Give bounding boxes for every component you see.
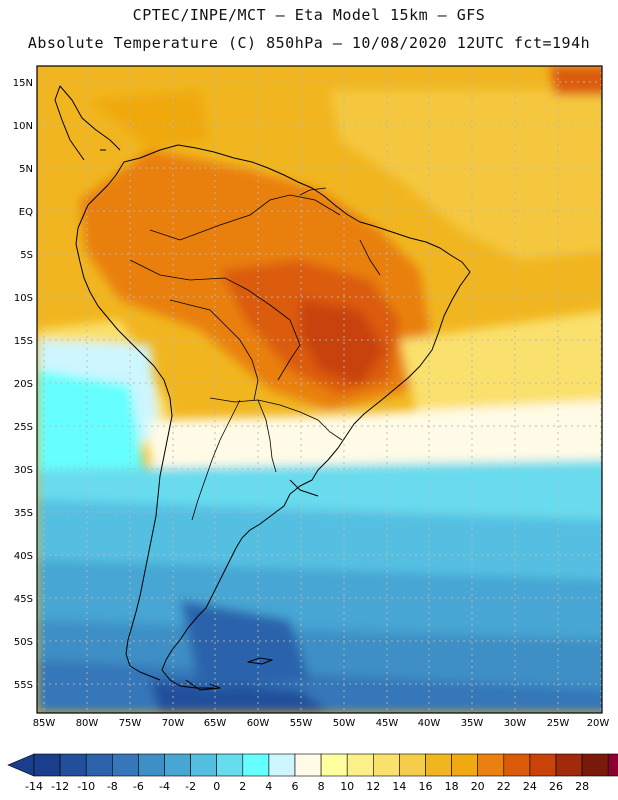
colorbar-arrow-low — [7, 753, 35, 777]
lon-label: 50W — [333, 718, 356, 729]
lon-label: 75W — [119, 718, 142, 729]
colorbar-label: 6 — [292, 780, 299, 793]
colorbar-label: 26 — [549, 780, 563, 793]
colorbar-label: 8 — [318, 780, 325, 793]
lon-label: 25W — [547, 718, 570, 729]
lon-label: 80W — [76, 718, 99, 729]
colorbar-swatch — [216, 753, 244, 777]
lat-label: 10S — [14, 293, 33, 304]
colorbar-swatch — [372, 753, 400, 777]
lat-label: 20S — [14, 379, 33, 390]
colorbar-swatch — [85, 753, 113, 777]
colorbar-swatch — [451, 753, 479, 777]
lon-label: 65W — [204, 718, 227, 729]
colorbar-swatch — [138, 753, 165, 777]
lon-label: 85W — [33, 718, 56, 729]
colorbar-swatch — [399, 753, 426, 777]
lat-label: 15N — [13, 78, 33, 89]
colorbar-label: 0 — [213, 780, 220, 793]
colorbar-label: 18 — [445, 780, 459, 793]
colorbar-swatch — [529, 753, 557, 777]
colorbar-label: 4 — [265, 780, 272, 793]
lat-label: 35S — [14, 508, 33, 519]
colorbar-label: 24 — [523, 780, 537, 793]
lat-label: 55S — [14, 680, 33, 691]
colorbar-swatch — [477, 753, 505, 777]
colorbar-label: 12 — [366, 780, 380, 793]
colorbar-label: 14 — [392, 780, 406, 793]
colorbar-label: -14 — [25, 780, 43, 793]
coastline — [54, 85, 471, 691]
lon-label: 20W — [587, 718, 610, 729]
lat-label: 40S — [14, 551, 33, 562]
temperature-field — [37, 66, 602, 713]
lon-label: 45W — [376, 718, 399, 729]
colorbar-label: -4 — [159, 780, 170, 793]
colorbar-swatch — [59, 753, 87, 777]
colorbar-swatch — [320, 753, 348, 777]
colorbar-swatch — [425, 753, 452, 777]
longitude-axis: 85W 80W 75W 70W 65W 60W 55W 50W 45W 40W … — [33, 718, 610, 729]
colorbar-label: -2 — [185, 780, 196, 793]
colorbar-label: 2 — [239, 780, 246, 793]
colorbar: -14 -12 -10 -8 -6 -4 -2 0 2 4 6 8 10 12 14 16 18 20 22 24 26… — [7, 753, 618, 793]
colorbar-swatch — [242, 753, 270, 777]
country-borders — [129, 187, 381, 521]
colorbar-swatch — [294, 753, 322, 777]
lon-label: 55W — [290, 718, 313, 729]
colorbar-swatch — [33, 753, 61, 777]
map-subtitle: Absolute Temperature (C) 850hPa – 10/08/… — [27, 34, 591, 52]
lon-label: 70W — [162, 718, 185, 729]
lat-label: EQ — [19, 207, 33, 218]
lat-label: 30S — [14, 465, 33, 476]
lon-label: 40W — [418, 718, 441, 729]
colorbar-label: -6 — [133, 780, 144, 793]
map-frame — [36, 65, 603, 714]
colorbar-swatch — [607, 753, 618, 777]
colorbar-label: 22 — [497, 780, 511, 793]
colorbar-label: 20 — [471, 780, 485, 793]
colorbar-swatch — [164, 753, 191, 777]
colorbar-label: -10 — [77, 780, 95, 793]
lat-label: 5N — [19, 164, 33, 175]
lat-label: 50S — [14, 637, 33, 648]
colorbar-swatch — [503, 753, 531, 777]
colorbar-swatch — [268, 753, 296, 777]
lat-label: 10N — [13, 121, 33, 132]
colorbar-swatch — [346, 753, 374, 777]
map-title: CPTEC/INPE/MCT – Eta Model 15km – GFS — [132, 6, 486, 24]
lon-label: 35W — [461, 718, 484, 729]
lat-label: 45S — [14, 594, 33, 605]
lat-label: 15S — [14, 336, 33, 347]
graticule — [37, 66, 602, 713]
colorbar-label: 28 — [575, 780, 589, 793]
lat-label: 25S — [14, 422, 33, 433]
lon-label: 30W — [504, 718, 527, 729]
colorbar-label: 10 — [340, 780, 354, 793]
colorbar-label: 16 — [419, 780, 433, 793]
colorbar-swatch — [190, 753, 218, 777]
colorbar-swatch — [112, 753, 139, 777]
latitude-axis: 15N 10N 5N EQ 5S 10S 15S 20S 25S 30S 35S… — [13, 78, 33, 691]
lon-label: 60W — [247, 718, 270, 729]
colorbar-label: -8 — [107, 780, 118, 793]
colorbar-label: -12 — [51, 780, 69, 793]
lat-label: 5S — [20, 250, 33, 261]
colorbar-swatch — [555, 753, 583, 777]
colorbar-swatch — [581, 753, 609, 777]
